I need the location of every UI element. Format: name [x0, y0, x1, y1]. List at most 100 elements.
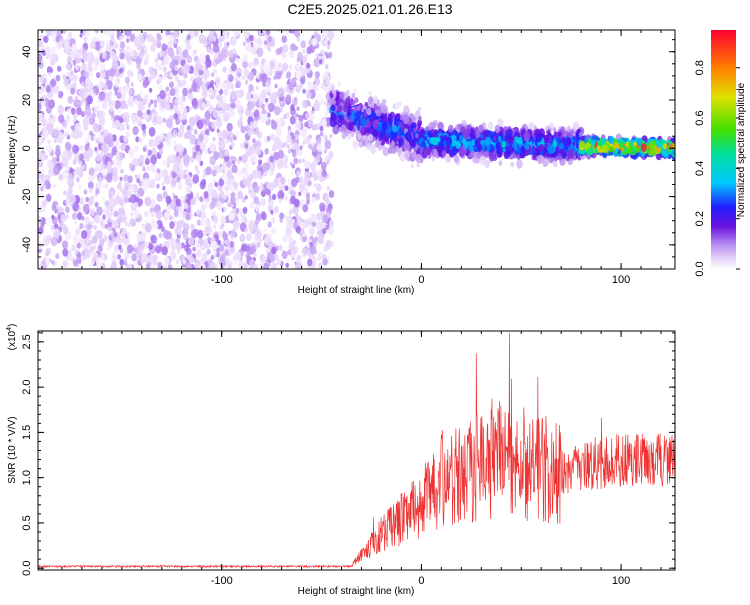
spectrogram-cell — [544, 125, 549, 131]
spectrogram-cell — [242, 60, 248, 69]
spectrogram-cell — [71, 43, 77, 52]
spectrogram-cell — [218, 138, 225, 149]
spectrogram-cell — [302, 88, 306, 94]
spectrogram-cell — [236, 99, 241, 105]
spectrogram-cell — [87, 134, 92, 141]
spectrogram-cell — [287, 249, 292, 256]
spectrogram-cell — [150, 43, 156, 52]
spectrogram-cell — [293, 240, 296, 245]
spectrogram-cell — [586, 134, 590, 140]
spectrogram-cell — [277, 30, 281, 33]
spectrogram-cell — [326, 160, 330, 165]
spectrogram-cell — [271, 246, 277, 255]
spectrogram-cell — [306, 46, 312, 55]
spectrogram-cell — [283, 30, 289, 35]
spectrogram-cell — [124, 251, 130, 259]
spectrogram-cell — [47, 116, 53, 124]
spectrogram-cell — [79, 145, 83, 150]
spectrogram-cell — [332, 99, 337, 105]
spectrogram-cell — [72, 159, 77, 165]
spectrogram-cell — [243, 68, 250, 78]
spectrogram-cell — [285, 228, 292, 237]
spectrogram-cell — [93, 106, 98, 113]
spectrogram-cell — [227, 179, 231, 185]
spectrogram-cell — [227, 130, 234, 139]
spectrogram-cell — [221, 129, 229, 140]
spectrogram-cell — [55, 204, 60, 209]
spectrogram-cell — [156, 33, 162, 42]
spectrogram-cell — [445, 136, 449, 142]
spectrogram-cell — [218, 149, 226, 159]
spectrogram-cell — [313, 101, 321, 112]
spectrogram-cell — [183, 72, 188, 79]
spectrogram-cell — [179, 126, 185, 134]
spectrogram-cell — [312, 82, 319, 92]
spectrogram-cell — [257, 236, 263, 244]
spectrogram-cell — [223, 112, 230, 122]
spectrogram-cell — [357, 133, 362, 141]
spectrogram-cell — [185, 213, 191, 221]
spectrogram-cell — [235, 57, 240, 63]
spectrogram-cell — [167, 239, 171, 244]
spectrogram-cell — [52, 156, 57, 164]
spectrogram-cell — [269, 199, 275, 207]
spectrogram-cell — [303, 187, 308, 195]
spectrogram-cell — [346, 111, 350, 117]
spectrogram-cell — [302, 49, 306, 54]
spectrogram-cell — [136, 177, 141, 184]
spectrogram-cell — [81, 160, 86, 165]
spectrogram-cell — [158, 232, 163, 239]
spectrogram-cell — [298, 114, 304, 122]
spectrogram-cell — [175, 198, 181, 207]
spectrogram-cell — [116, 77, 121, 84]
spectrogram-cell — [269, 155, 274, 163]
spectrogram-cell — [94, 30, 99, 34]
spectrogram-cell — [276, 48, 281, 55]
spectrogram-cell — [199, 160, 204, 167]
spectrogram-cell — [351, 92, 356, 99]
spectrogram-cell — [122, 189, 129, 199]
spectrogram-cell — [103, 234, 108, 242]
spectrogram-cell — [503, 150, 510, 160]
spectrogram-cell — [114, 119, 121, 129]
spectrogram-cell — [38, 39, 43, 47]
spectrogram-cell — [177, 45, 183, 53]
spectrogram-cell — [195, 249, 202, 258]
spectrogram-cell — [244, 143, 249, 149]
spectrogram-cell — [81, 30, 87, 35]
spectrogram-cell — [98, 80, 105, 90]
spectrogram-cell — [111, 60, 119, 70]
spectrogram-cell — [83, 189, 88, 195]
spectrogram-cell — [124, 104, 129, 110]
spectrogram-cell — [296, 64, 300, 70]
spectrogram-cell — [130, 202, 137, 212]
spectrogram-cell — [83, 36, 88, 42]
spectrogram-cell — [72, 202, 79, 212]
spectrogram-cell — [119, 52, 125, 60]
spectrogram-cell — [182, 79, 187, 86]
spectrogram-cell — [60, 214, 67, 223]
spectrogram-cell — [300, 76, 306, 85]
spectrogram-cell — [165, 31, 169, 36]
spectrogram-cell — [58, 90, 64, 99]
spectrogram-cell — [48, 129, 52, 135]
spectrogram-cell — [175, 237, 180, 244]
spectrogram-cell — [53, 165, 60, 176]
spectrogram-cell — [572, 121, 580, 131]
spectrogram-cell — [92, 36, 97, 43]
spectrogram-cell — [293, 30, 300, 37]
spectrogram-cell — [194, 30, 199, 37]
spectrogram-cell — [92, 172, 98, 179]
spectrogram-cell — [290, 104, 295, 111]
spectrogram-cell — [287, 179, 293, 187]
spectrogram-cell — [276, 258, 282, 265]
spectrogram-cell — [216, 128, 220, 133]
spectrogram-cell — [72, 259, 78, 267]
spectrogram-cell — [189, 256, 195, 264]
spectrogram-cell — [208, 87, 214, 96]
spectrogram-cell — [46, 235, 52, 242]
spectrogram-cell — [44, 154, 48, 160]
spectrogram-cell — [327, 225, 334, 234]
spectrogram-cell — [47, 159, 54, 169]
spectrogram-cell — [277, 87, 285, 98]
